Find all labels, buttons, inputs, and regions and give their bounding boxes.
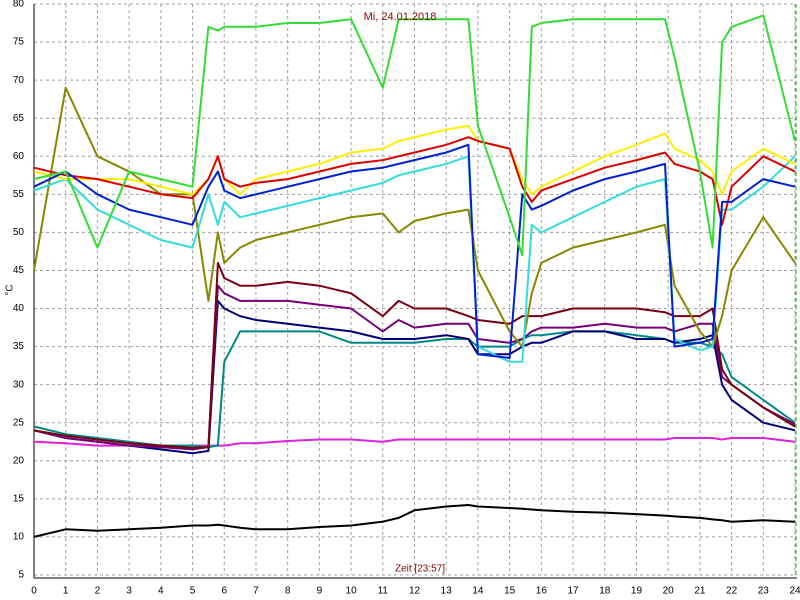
y-tick-label: 60 [13, 151, 25, 162]
x-tick-label: 16 [536, 586, 548, 597]
series-line [33, 299, 796, 455]
y-tick-label: 20 [13, 455, 25, 466]
y-tick-label: 80 [13, 0, 25, 10]
series-line [33, 136, 796, 226]
x-tick-label: 15 [504, 586, 516, 597]
y-tick-label: 75 [13, 37, 25, 48]
x-tick-label: 8 [285, 586, 291, 597]
x-tick-label: 11 [378, 586, 389, 597]
x-tick-label: 19 [631, 586, 643, 597]
series-line [33, 86, 796, 348]
x-tick-label: 0 [31, 586, 37, 597]
y-tick-label: 10 [13, 532, 25, 543]
series-line [33, 261, 796, 449]
x-tick-label: 18 [599, 586, 611, 597]
x-axis-label: Zeit [23:57] [395, 564, 445, 575]
x-tick-label: 20 [663, 586, 675, 597]
x-tick-label: 24 [789, 586, 800, 597]
y-tick-label: 40 [13, 303, 25, 314]
x-tick-label: 23 [758, 586, 770, 597]
series-line [33, 14, 796, 257]
y-tick-label: 25 [13, 417, 25, 428]
series-line [33, 155, 796, 363]
y-tick-label: 30 [13, 379, 25, 390]
x-tick-label: 13 [441, 586, 453, 597]
y-tick-label: 15 [13, 494, 25, 505]
chart-title: Mi, 24.01.2018 [364, 11, 437, 23]
x-tick-label: 6 [221, 586, 227, 597]
x-tick-label: 5 [190, 586, 196, 597]
y-tick-label: 55 [13, 189, 25, 200]
x-tick-label: 12 [409, 586, 421, 597]
x-tick-label: 21 [694, 586, 706, 597]
x-tick-label: 1 [63, 586, 69, 597]
x-tick-label: 9 [317, 586, 323, 597]
y-tick-label: 35 [13, 341, 25, 352]
x-tick-label: 7 [253, 586, 259, 597]
x-tick-label: 17 [567, 586, 579, 597]
x-tick-label: 4 [158, 586, 164, 597]
y-tick-label: 70 [13, 75, 25, 86]
x-tick-label: 10 [346, 586, 358, 597]
x-tick-label: 14 [472, 586, 484, 597]
series-line [33, 143, 796, 359]
y-axis-label: °C [5, 284, 16, 295]
y-tick-label: 65 [13, 113, 25, 124]
lines [33, 14, 796, 538]
y-tick-label: 45 [13, 265, 25, 276]
y-tick-label: 50 [13, 227, 25, 238]
x-tick-label: 22 [726, 586, 738, 597]
y-tick-label: 5 [18, 570, 24, 581]
series-line [33, 504, 796, 538]
x-tick-label: 3 [126, 586, 132, 597]
x-tick-label: 2 [95, 586, 101, 597]
